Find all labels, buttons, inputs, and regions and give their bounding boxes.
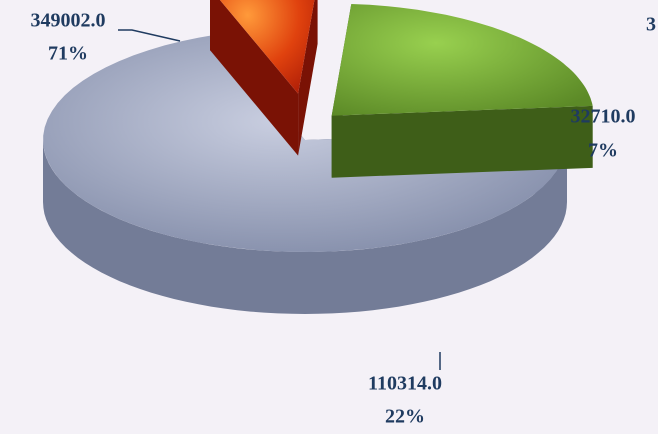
slice-side <box>43 140 567 314</box>
percent-label: 22% <box>385 406 425 428</box>
slice-top <box>331 4 593 116</box>
percent-label: 71% <box>48 43 88 65</box>
percent-label: 7% <box>588 140 618 162</box>
value-label: 349002.0 <box>31 10 106 32</box>
slice-cut-face <box>210 0 299 156</box>
value-label: 110314.0 <box>368 373 442 395</box>
slice-top <box>43 34 567 252</box>
slice-cut-face <box>331 105 593 178</box>
slice-cut-face <box>298 0 318 156</box>
leader-line <box>118 29 181 42</box>
value-label: 32710.0 <box>571 106 636 128</box>
cropped-label: 3 <box>646 14 656 36</box>
slice-top <box>219 0 315 94</box>
